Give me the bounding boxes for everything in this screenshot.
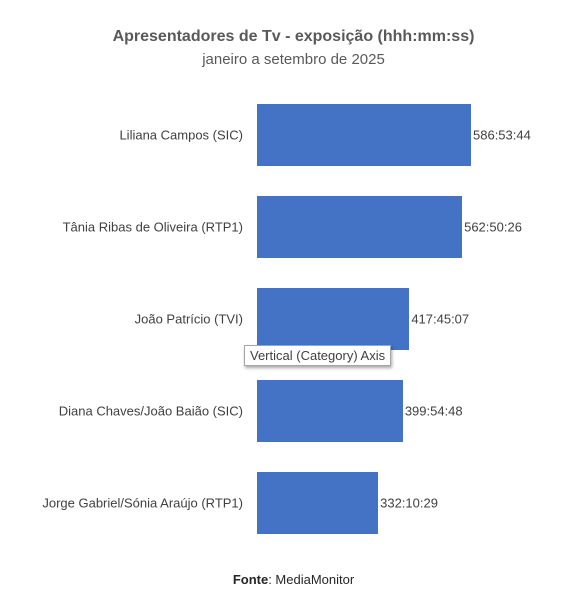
source-text: : MediaMonitor: [268, 572, 355, 587]
bar[interactable]: [257, 380, 403, 442]
source-label: Fonte: [232, 572, 269, 587]
bar[interactable]: [257, 196, 463, 258]
category-label: Diana Chaves/João Baião (SIC): [58, 403, 243, 419]
data-label: 562:50:26: [464, 219, 522, 235]
category-label: Tânia Ribas de Oliveira (RTP1): [62, 219, 243, 235]
chart-title: Apresentadores de Tv - exposição (hhh:mm…: [112, 28, 475, 45]
chart-subtitle: janeiro a setembro de 2025: [202, 51, 385, 68]
data-label: 332:10:29: [380, 495, 438, 511]
bar[interactable]: [257, 288, 410, 350]
source-line: Fonte: MediaMonitor: [0, 572, 587, 587]
category-label: Liliana Campos (SIC): [119, 127, 243, 143]
axis-tooltip: Vertical (Category) Axis: [244, 345, 392, 366]
bar[interactable]: [257, 104, 471, 166]
category-label: João Patrício (TVI): [134, 311, 243, 327]
bar[interactable]: [257, 472, 379, 534]
data-label: 586:53:44: [473, 127, 531, 143]
data-label: 399:54:48: [404, 403, 463, 419]
data-label: 417:45:07: [411, 311, 470, 327]
category-label: Jorge Gabriel/Sónia Araújo (RTP1): [42, 495, 243, 511]
